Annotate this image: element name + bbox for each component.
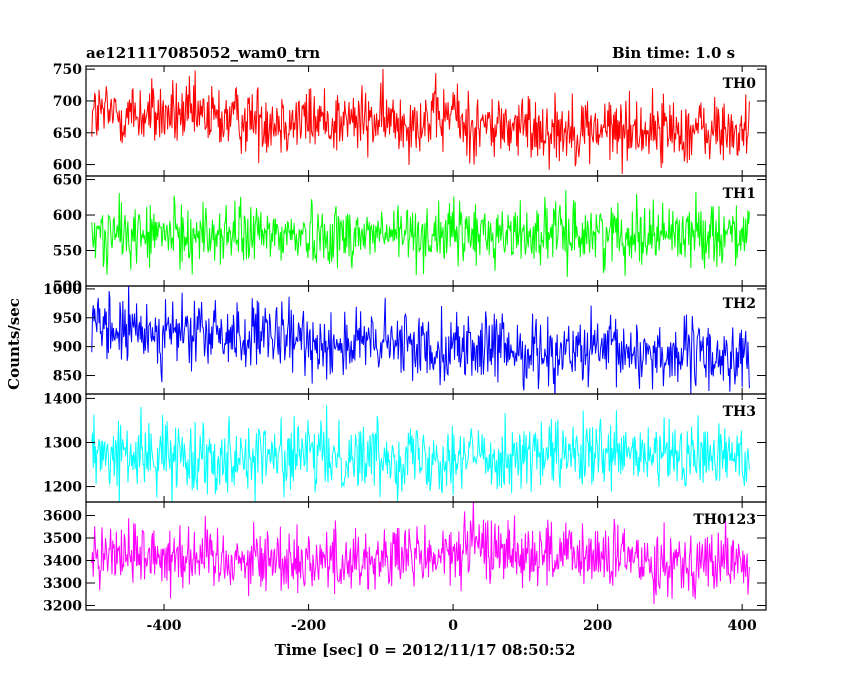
y-tick-label: 550 bbox=[53, 244, 82, 260]
x-tick-label: 0 bbox=[448, 618, 458, 634]
y-tick-label: 3500 bbox=[43, 531, 82, 547]
x-tick-label: -400 bbox=[147, 618, 182, 634]
panel-label-th1: TH1 bbox=[723, 186, 756, 202]
y-tick-label: 3400 bbox=[43, 554, 82, 570]
y-tick-label: 950 bbox=[53, 311, 82, 327]
y-tick-label: 700 bbox=[53, 94, 82, 110]
y-tick-label: 750 bbox=[53, 62, 82, 78]
series-line-th0 bbox=[91, 69, 750, 175]
y-tick-label: 500 bbox=[53, 279, 82, 295]
y-axis-label: Counts/sec bbox=[5, 298, 23, 390]
y-tick-label: 3200 bbox=[43, 599, 82, 615]
panel-label-th0: TH0 bbox=[723, 76, 757, 92]
series-line-th0123 bbox=[91, 502, 750, 605]
series-line-th3 bbox=[91, 405, 750, 502]
y-tick-label: 1200 bbox=[43, 480, 82, 496]
y-tick-label: 3300 bbox=[43, 576, 82, 592]
panel-label-th2: TH2 bbox=[723, 296, 756, 312]
panel-label-th3: TH3 bbox=[723, 404, 756, 420]
x-axis-label: Time [sec] 0 = 2012/11/17 08:50:52 bbox=[275, 641, 576, 659]
y-tick-label: 900 bbox=[53, 340, 82, 356]
y-tick-label: 650 bbox=[53, 126, 82, 142]
y-tick-label: 600 bbox=[53, 158, 82, 174]
x-tick-label: -200 bbox=[291, 618, 326, 634]
series-line-th1 bbox=[91, 190, 750, 277]
y-tick-label: 1000 bbox=[43, 282, 82, 298]
y-tick-label: 1300 bbox=[43, 435, 82, 451]
x-tick-label: 400 bbox=[728, 618, 757, 634]
series-line-th2 bbox=[91, 286, 750, 394]
y-tick-label: 850 bbox=[53, 369, 82, 385]
chart-title: ae121117085052_wam0_trn bbox=[86, 44, 321, 62]
bin-time-label: Bin time: 1.0 s bbox=[612, 44, 736, 62]
y-tick-label: 600 bbox=[53, 208, 82, 224]
panel-label-th0123: TH0123 bbox=[693, 512, 756, 528]
y-tick-label: 3600 bbox=[43, 509, 82, 525]
panel-frame-th0123 bbox=[85, 501, 767, 611]
x-tick-label: 200 bbox=[583, 618, 612, 634]
y-tick-label: 1400 bbox=[43, 391, 82, 407]
y-tick-label: 650 bbox=[53, 173, 82, 189]
